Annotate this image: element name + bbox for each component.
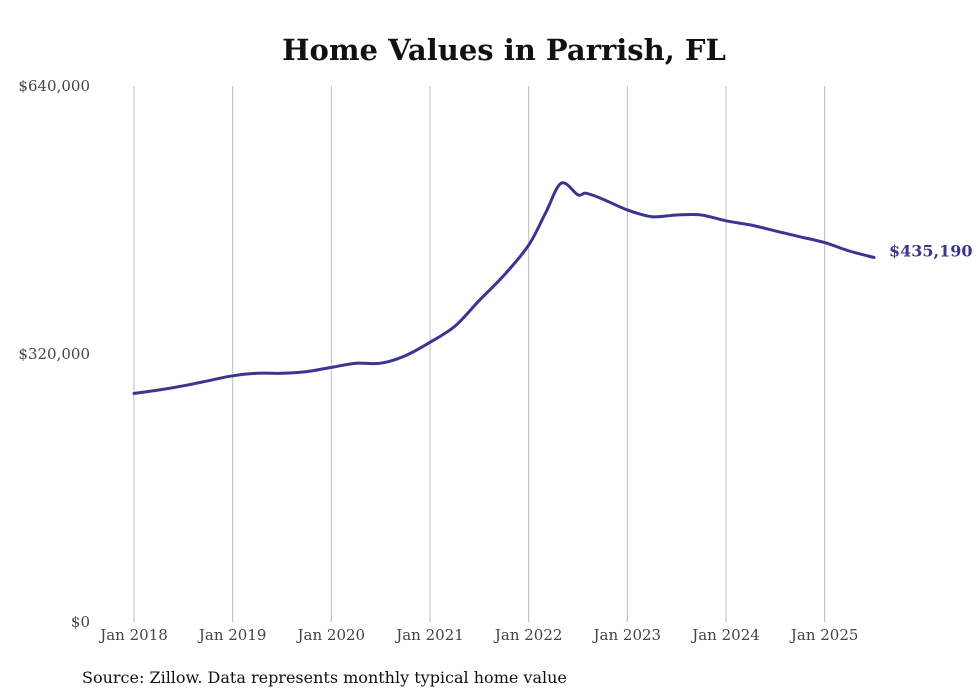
y-tick-label-640000: $640,000	[18, 77, 90, 95]
x-tick-label-2023: Jan 2023	[592, 626, 662, 644]
x-tick-label-2022: Jan 2022	[493, 626, 563, 644]
y-axis-tick-labels: $0 $320,000 $640,000	[18, 77, 90, 631]
series-line-home-value	[132, 181, 876, 395]
x-axis-tick-labels: Jan 2018 Jan 2019 Jan 2020 Jan 2021 Jan 2022…	[98, 626, 858, 644]
grid-lines	[133, 86, 826, 622]
x-tick-label-2024: Jan 2024	[690, 626, 760, 644]
x-tick-label-2019: Jan 2019	[197, 626, 267, 644]
chart-title: Home Values in Parrish, FL	[282, 33, 726, 67]
x-tick-label-2025: Jan 2025	[789, 626, 859, 644]
end-value-label: $435,190	[889, 242, 973, 261]
y-tick-label-320000: $320,000	[18, 345, 90, 363]
x-tick-label-2020: Jan 2020	[296, 626, 366, 644]
y-tick-label-0: $0	[71, 613, 90, 631]
x-tick-label-2021: Jan 2021	[394, 626, 464, 644]
x-tick-label-2018: Jan 2018	[98, 626, 168, 644]
source-note: Source: Zillow. Data represents monthly …	[82, 668, 567, 687]
